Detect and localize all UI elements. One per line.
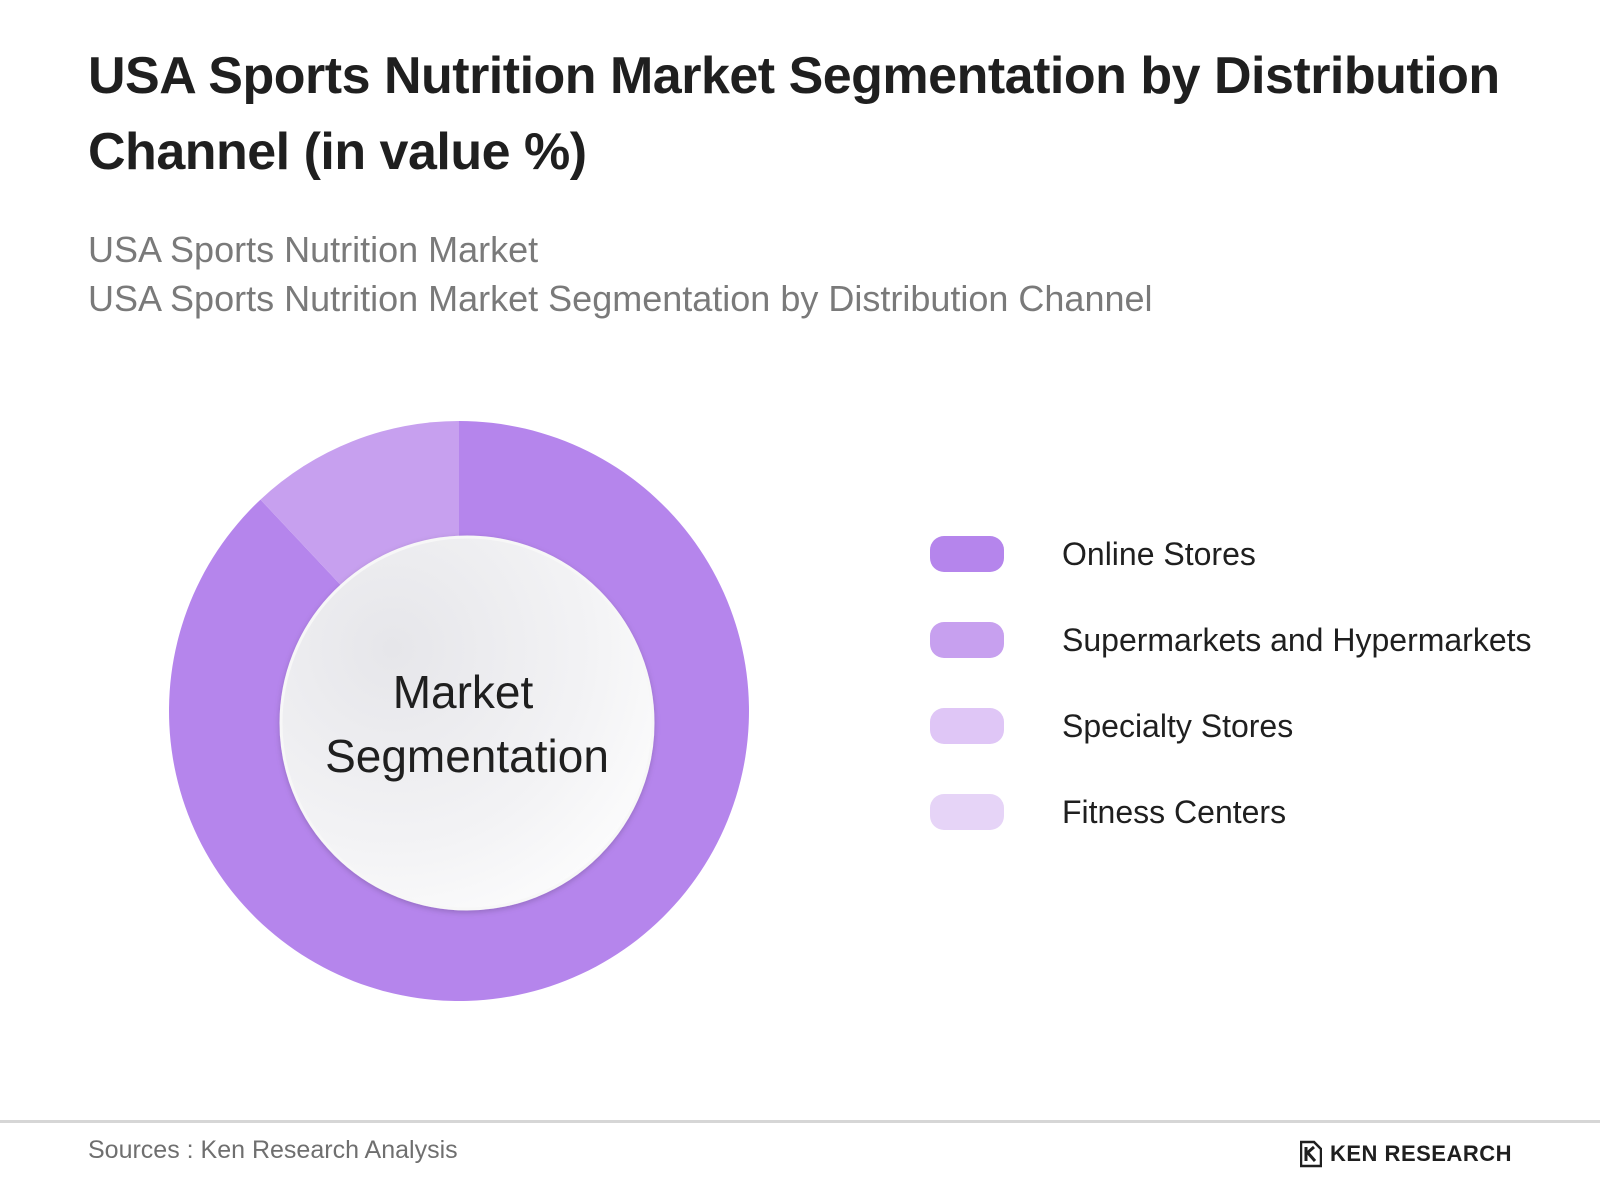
donut-center-disc xyxy=(279,535,655,911)
legend-label: Online Stores xyxy=(1062,536,1256,572)
legend-swatch xyxy=(930,622,1004,658)
chart-title: USA Sports Nutrition Market Segmentation… xyxy=(88,47,1500,181)
legend-label: Specialty Stores xyxy=(1062,708,1294,744)
chart-subtitle-market: USA Sports Nutrition Market xyxy=(88,229,539,270)
legend-swatch xyxy=(930,708,1004,744)
source-note: Sources : Ken Research Analysis xyxy=(88,1136,458,1164)
ken-research-logo: KEN RESEARCH xyxy=(1300,1140,1540,1170)
legend-item-supermarkets: Supermarkets and Hypermarkets xyxy=(930,620,1570,660)
chart-subtitle-segmentation: USA Sports Nutrition Market Segmentation… xyxy=(88,278,1153,319)
legend-item-fitness-centers: Fitness Centers xyxy=(930,792,1570,832)
ken-research-logo-text: KEN RESEARCH xyxy=(1330,1141,1513,1166)
donut-center-label-line-1: Market xyxy=(393,666,534,718)
donut-center-label-line-2: Segmentation xyxy=(325,730,609,782)
legend-label: Fitness Centers xyxy=(1062,794,1287,830)
legend-swatch xyxy=(930,536,1004,572)
legend-item-online-stores: Online Stores xyxy=(930,534,1570,574)
footer-divider xyxy=(0,1120,1600,1123)
legend-item-specialty-stores: Specialty Stores xyxy=(930,706,1570,746)
ken-research-logo-icon xyxy=(1300,1140,1322,1168)
legend-swatch xyxy=(930,794,1004,830)
legend-label: Supermarkets and Hypermarkets xyxy=(1062,622,1532,658)
